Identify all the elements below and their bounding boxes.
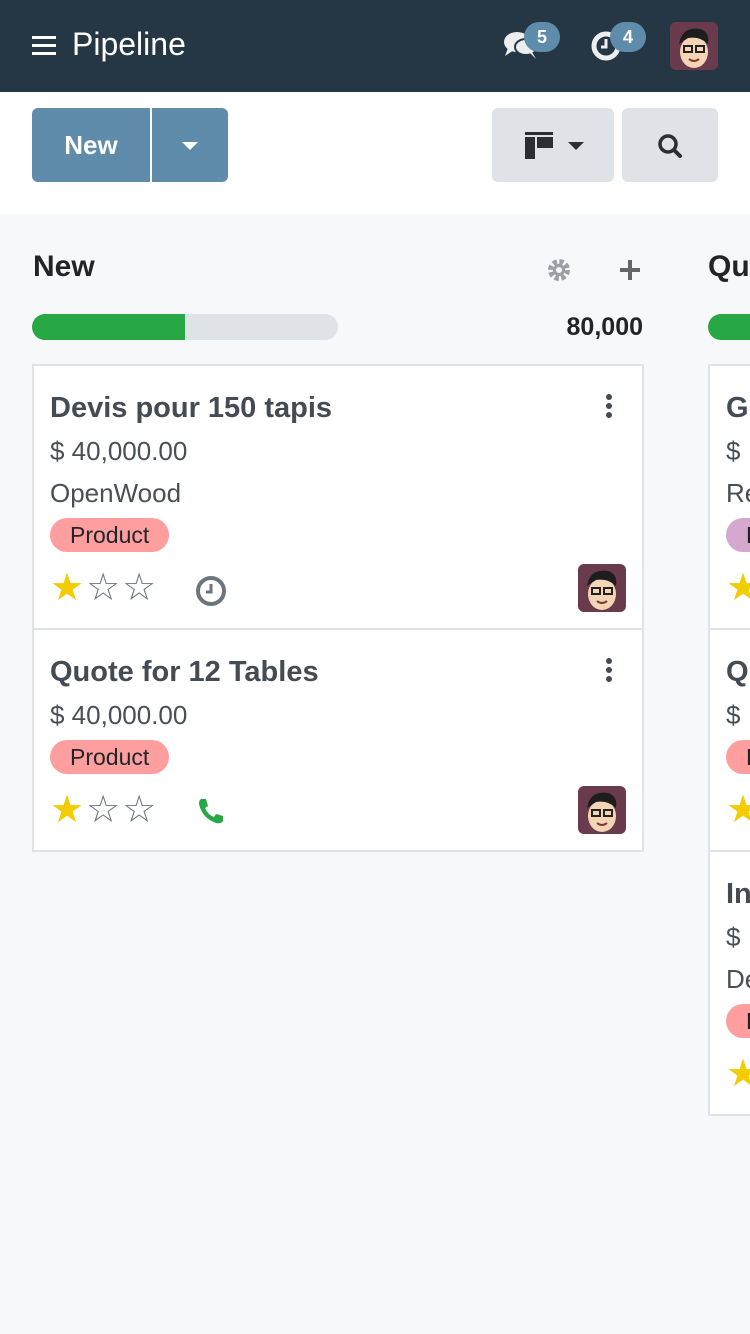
card-tag: Product <box>50 740 170 774</box>
star-filled-icon[interactable]: ★ <box>50 567 87 609</box>
salesperson-avatar <box>578 564 626 612</box>
card-company: OpenWood <box>50 478 182 508</box>
card-company: Re <box>726 478 750 508</box>
kanban-column-partial[interactable]: Qu Gl $ . Re D ★ Q $ . P ★ In $ . De P ★ <box>708 240 750 1140</box>
column-progress-bar[interactable] <box>708 314 750 340</box>
salesperson-avatar <box>578 786 626 834</box>
control-panel: New <box>0 92 750 214</box>
card-name: Gl <box>726 392 750 424</box>
search-button[interactable] <box>622 108 718 182</box>
caret-down-icon <box>182 142 198 150</box>
star-empty-icon[interactable]: ☆ <box>122 789 159 831</box>
kanban-card[interactable]: Quote for 12 Tables $ 40,000.00 Product … <box>32 628 644 852</box>
app-title: Pipeline <box>72 26 186 62</box>
star-filled-icon[interactable]: ★ <box>726 789 750 831</box>
phone-icon[interactable] <box>196 796 226 826</box>
priority-stars[interactable]: ★☆☆ <box>50 569 158 607</box>
activities-button[interactable]: 4 <box>590 22 646 62</box>
progress-fill <box>708 314 750 340</box>
card-company: De <box>726 964 750 994</box>
top-navbar: Pipeline 5 4 <box>0 0 750 92</box>
priority-stars[interactable]: ★ <box>726 1055 750 1093</box>
new-button[interactable]: New <box>32 108 150 182</box>
star-empty-icon[interactable]: ☆ <box>122 567 159 609</box>
priority-stars[interactable]: ★☆☆ <box>50 791 158 829</box>
column-title: New <box>33 250 95 283</box>
kanban-view-icon <box>525 132 553 159</box>
plus-icon[interactable] <box>618 258 642 282</box>
kanban-card[interactable]: Devis pour 150 tapis $ 40,000.00 OpenWoo… <box>32 364 644 630</box>
card-name: In <box>726 878 750 910</box>
column-title: Qu <box>708 250 750 283</box>
card-tag: Product <box>50 518 170 552</box>
star-filled-icon[interactable]: ★ <box>726 567 750 609</box>
gear-icon[interactable] <box>546 257 572 283</box>
view-switcher-button[interactable] <box>492 108 614 182</box>
kanban-card[interactable]: Q $ . P ★ <box>708 628 750 852</box>
card-tag: D <box>726 518 750 552</box>
star-filled-icon[interactable]: ★ <box>726 1053 750 1095</box>
card-tag: P <box>726 1004 750 1038</box>
progress-fill <box>32 314 185 340</box>
messages-button[interactable]: 5 <box>502 22 560 62</box>
card-amount: $ 40,000.00 <box>50 700 188 730</box>
card-amount: $ . <box>726 436 750 466</box>
messages-badge: 5 <box>524 22 560 52</box>
star-empty-icon[interactable]: ☆ <box>86 789 123 831</box>
card-tag: P <box>726 740 750 774</box>
caret-down-icon <box>568 142 584 150</box>
card-name: Quote for 12 Tables <box>50 656 319 688</box>
card-amount: $ . <box>726 922 750 952</box>
card-name: Q <box>726 656 749 688</box>
star-filled-icon[interactable]: ★ <box>50 789 87 831</box>
column-total: 80,000 <box>566 313 643 341</box>
card-menu-icon[interactable] <box>606 394 612 421</box>
kanban-card[interactable]: In $ . De P ★ <box>708 850 750 1116</box>
star-empty-icon[interactable]: ☆ <box>86 567 123 609</box>
card-amount: $ 40,000.00 <box>50 436 188 466</box>
clock-icon[interactable] <box>194 574 228 608</box>
new-dropdown-button[interactable] <box>152 108 228 182</box>
column-progress-bar[interactable] <box>32 314 338 340</box>
priority-stars[interactable]: ★ <box>726 569 750 607</box>
card-menu-icon[interactable] <box>606 658 612 685</box>
card-name: Devis pour 150 tapis <box>50 392 333 424</box>
activities-badge: 4 <box>610 22 646 52</box>
priority-stars[interactable]: ★ <box>726 791 750 829</box>
card-amount: $ . <box>726 700 750 730</box>
user-avatar[interactable] <box>670 22 718 70</box>
kanban-card[interactable]: Gl $ . Re D ★ <box>708 364 750 630</box>
hamburger-menu-icon[interactable] <box>32 36 56 56</box>
search-icon <box>658 134 682 158</box>
